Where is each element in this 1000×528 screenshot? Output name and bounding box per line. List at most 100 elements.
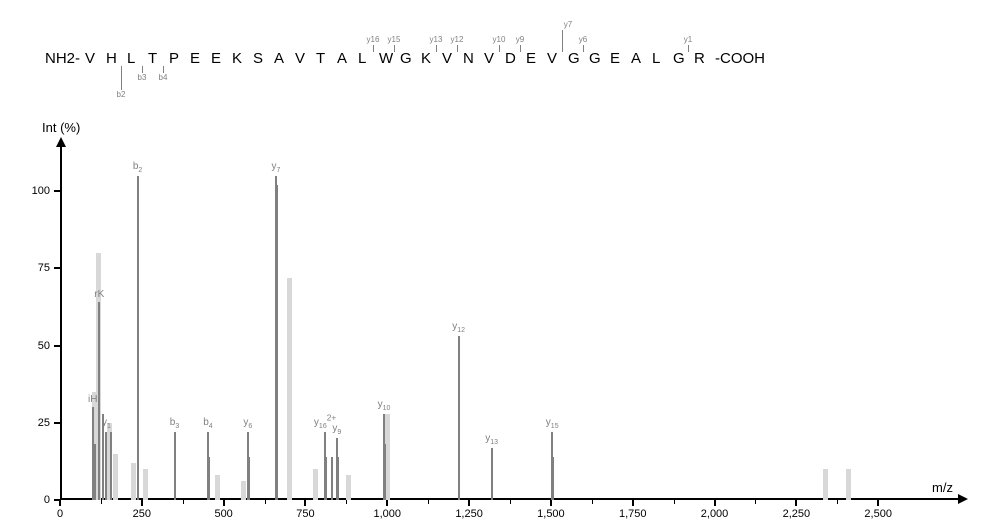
spectrum-peak-minor: [131, 463, 136, 500]
y-fragment-label: y7: [564, 20, 572, 29]
sequence-residue: V: [85, 50, 95, 67]
spectrum-peak-minor: [846, 469, 851, 500]
spectrum-peak-minor: [313, 469, 318, 500]
b-fragment-tick: [121, 66, 122, 90]
sequence-residue: L: [652, 50, 660, 67]
spectrum-peak: [174, 466, 176, 500]
y-fragment-label: y12: [451, 35, 464, 44]
b-fragment-label: b4: [159, 73, 168, 82]
y-fragment-tick: [562, 30, 563, 52]
x-tick: [550, 500, 552, 506]
spectrum-peak: [331, 457, 333, 500]
spectrum-peak: [94, 444, 96, 500]
x-tick: [468, 500, 470, 506]
x-tick-label: 1,750: [619, 508, 647, 520]
spectrum-peak-minor: [241, 481, 246, 500]
sequence-residue: V: [295, 50, 305, 67]
y-tick: [54, 345, 60, 347]
y-axis-title: Int (%): [42, 120, 80, 135]
sequence-residue: V: [484, 50, 494, 67]
x-minor-tick: [265, 500, 266, 504]
x-minor-tick: [428, 500, 429, 504]
sequence-residue: K: [421, 50, 431, 67]
x-minor-tick: [183, 500, 184, 504]
y-tick: [54, 422, 60, 424]
spectrum-peak-label: y9: [332, 423, 341, 436]
y-fragment-label: y10: [493, 35, 506, 44]
x-minor-tick: [837, 500, 838, 504]
x-tick-label: 1,250: [455, 508, 483, 520]
sequence-residue: S: [253, 50, 263, 67]
sequence-residue: G: [568, 50, 580, 67]
x-minor-tick: [510, 500, 511, 504]
spectrum-peak: [137, 259, 139, 500]
sequence-residue: E: [211, 50, 221, 67]
sequence-residue: L: [127, 50, 135, 67]
y-tick-label: 0: [22, 494, 50, 506]
sequence-residue: N: [463, 50, 474, 67]
sequence-residue: G: [400, 50, 412, 67]
x-tick: [141, 500, 143, 506]
spectrum-peak-label: b4: [203, 417, 212, 430]
x-tick: [632, 500, 634, 506]
spectrum-peak-label: y12: [452, 321, 465, 334]
x-tick-label: 1,000: [374, 508, 402, 520]
sequence-residue: V: [442, 50, 452, 67]
spectrum-peak-label: b3: [170, 417, 179, 430]
sequence-residue: A: [337, 50, 347, 67]
b-fragment-label: b2: [117, 90, 126, 99]
sequence-residue: A: [274, 50, 284, 67]
x-tick-label: 2,000: [701, 508, 729, 520]
sequence-residue: D: [505, 50, 516, 67]
x-minor-tick: [592, 500, 593, 504]
sequence-residue: G: [589, 50, 601, 67]
x-tick-label: 0: [57, 508, 63, 520]
sequence-prefix: NH2-: [45, 50, 80, 67]
y-tick-label: 25: [22, 417, 50, 429]
y-tick: [54, 190, 60, 192]
x-axis-arrow-icon: [958, 494, 968, 504]
spectrum-peak-minor: [113, 454, 118, 500]
x-tick-label: 500: [214, 508, 232, 520]
x-minor-tick: [755, 500, 756, 504]
y-fragment-label: y1: [684, 35, 692, 44]
spectrum-peak: [384, 444, 386, 500]
y-tick-label: 75: [22, 262, 50, 274]
spectrum-peak-minor: [346, 475, 351, 500]
spectrum-peak: [552, 457, 554, 500]
spectrum-peak-minor: [215, 475, 220, 500]
spectrum-peak-label: y7: [272, 161, 281, 174]
x-tick: [714, 500, 716, 506]
y-tick-label: 50: [22, 340, 50, 352]
figure-root: NH2-VHLTPEEKSAVTALWGKVNVDEVGGEALGR-COOHy…: [0, 0, 1000, 528]
sequence-residue: T: [316, 50, 325, 67]
x-tick-label: 250: [133, 508, 151, 520]
y-tick-label: 100: [22, 185, 50, 197]
y-axis-arrow-icon: [56, 137, 66, 147]
spectrum-peak: [98, 302, 100, 500]
spectrum-peak-label: iH: [88, 394, 97, 405]
x-tick: [795, 500, 797, 506]
y-tick: [54, 267, 60, 269]
b-fragment-tick: [163, 66, 164, 73]
spectrum-peak-label: y10: [378, 399, 391, 412]
spectrum-peak-label: y1: [102, 417, 111, 430]
spectrum-peak: [105, 432, 107, 500]
x-tick-label: 2,500: [864, 508, 892, 520]
y-fragment-tick: [520, 45, 521, 52]
spectrum-peak-minor: [823, 469, 828, 500]
y-fragment-tick: [436, 45, 437, 52]
x-minor-tick: [101, 500, 102, 504]
x-tick: [59, 500, 61, 506]
y-fragment-label: y6: [579, 35, 587, 44]
sequence-residue: E: [190, 50, 200, 67]
spectrum-peak: [208, 457, 210, 500]
y-fragment-label: y9: [516, 35, 524, 44]
sequence-residue: E: [526, 50, 536, 67]
x-tick: [223, 500, 225, 506]
y-fragment-tick: [688, 45, 689, 52]
spectrum-peak-minor: [287, 278, 292, 500]
sequence-residue: G: [673, 50, 685, 67]
spectrum-peak: [276, 185, 278, 500]
sequence-residue: E: [610, 50, 620, 67]
